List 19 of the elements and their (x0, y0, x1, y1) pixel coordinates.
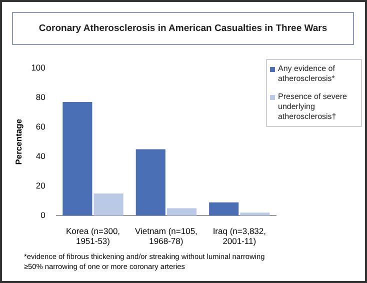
chart-title: Coronary Atherosclerosis in American Casualties in Three Wars (12, 12, 354, 45)
legend-label: Presence of severe underlying atherosclerosis† (278, 92, 348, 122)
legend-label: Any evidence of atherosclerosis* (278, 64, 336, 84)
x-tick-label: Vietnam (n=105, 1968-78) (134, 226, 198, 246)
bar (209, 202, 239, 216)
y-tick-label: 80 (36, 92, 46, 102)
bar (136, 149, 166, 216)
y-tick-label: 100 (31, 62, 46, 72)
y-tick-label: 0 (40, 210, 46, 220)
y-tick-label: 60 (36, 121, 46, 132)
bar (62, 102, 92, 216)
y-tick-label: 40 (36, 150, 46, 161)
bar (94, 193, 124, 216)
y-axis-title: Percentage (13, 118, 24, 165)
x-tick-label: Iraq (n=3,832, 2001-11) (212, 226, 266, 246)
bar (166, 208, 197, 216)
x-tick-label: Korea (n=300, 1951-53) (66, 226, 120, 246)
bar (240, 212, 270, 216)
y-tick-label: 20 (36, 180, 46, 190)
